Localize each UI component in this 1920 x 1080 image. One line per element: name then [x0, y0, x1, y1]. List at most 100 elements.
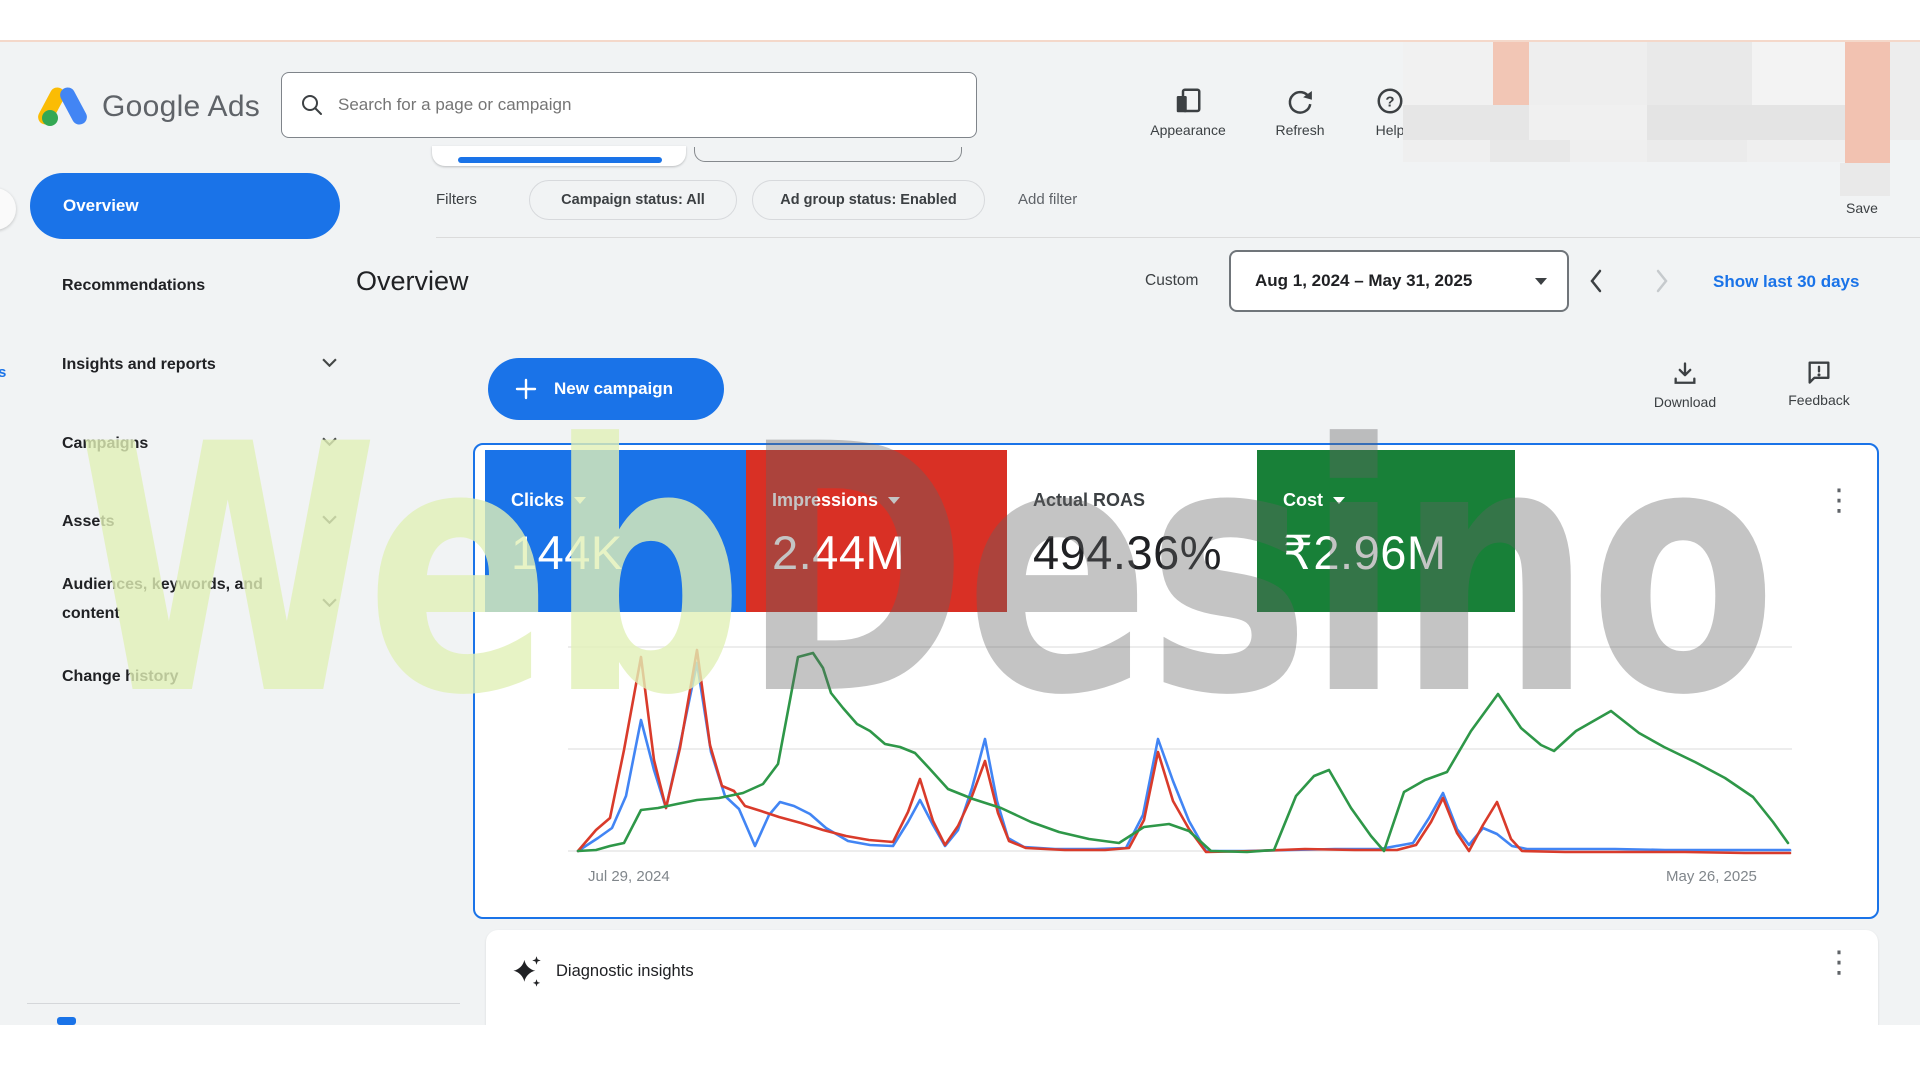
search-input[interactable] [336, 94, 900, 116]
caret-down-icon [574, 497, 587, 504]
add-filter-button[interactable]: Add filter [1018, 191, 1078, 208]
brand-name: Google Ads [102, 90, 261, 123]
redaction-block [1403, 140, 1845, 162]
sidebar-item-recommendations[interactable]: Recommendations [62, 277, 205, 295]
sparkle-icon [512, 955, 544, 989]
insights-title: Diagnostic insights [556, 962, 694, 980]
feedback-button[interactable]: Feedback [1774, 358, 1864, 408]
refresh-label: Refresh [1275, 122, 1325, 138]
redaction-block [1490, 140, 1570, 162]
help-label: Help [1375, 122, 1405, 138]
x-axis-end-label: May 26, 2025 [1666, 868, 1757, 885]
scorecard-cost[interactable]: Cost ₹2.96M [1257, 450, 1515, 612]
sidebar-item-label: Insights and reports [62, 356, 216, 373]
feedback-label: Feedback [1788, 392, 1850, 408]
feedback-icon [1774, 358, 1864, 386]
next-range-button[interactable] [1654, 268, 1670, 294]
page-title: Overview [356, 266, 469, 296]
scorecard-value: 144K [511, 526, 623, 579]
appearance-icon [1133, 86, 1243, 116]
help-button[interactable]: ? Help [1335, 86, 1445, 138]
download-button[interactable]: Download [1640, 360, 1730, 410]
redaction-block [1403, 105, 1529, 140]
global-search[interactable] [281, 72, 977, 138]
edge-circle-artifact [0, 188, 16, 230]
scorecard-value: ₹2.96M [1283, 526, 1447, 579]
help-icon: ? [1335, 86, 1445, 116]
sidebar-item-label: Campaigns [62, 435, 149, 452]
sidebar-item-label: Overview [63, 196, 139, 215]
scorecard-value: 2.44M [772, 526, 906, 579]
chevron-down-icon[interactable] [322, 437, 337, 446]
logo-blue-bar [57, 84, 90, 128]
show-last-30-days-link[interactable]: Show last 30 days [1713, 272, 1860, 291]
x-axis-start-label: Jul 29, 2024 [588, 868, 670, 885]
chevron-down-icon[interactable] [322, 598, 337, 607]
insights-menu-button[interactable]: ⋮ [1824, 945, 1854, 980]
logo-green-dot [42, 110, 58, 126]
tab-remnant-active[interactable] [432, 146, 686, 166]
trend-line-cost [576, 651, 1790, 854]
date-range-selector[interactable]: Aug 1, 2024 – May 31, 2025 [1229, 250, 1569, 312]
svg-text:?: ? [1385, 94, 1394, 111]
diagnostic-insights-card: Diagnostic insights ⋮ [486, 930, 1878, 1025]
redaction-block [1493, 42, 1529, 105]
scorecard-clicks[interactable]: Clicks 144K [485, 450, 746, 612]
performance-trend-chart [568, 646, 1792, 855]
redaction-block [1403, 42, 1493, 105]
edge-blue-artifact [57, 1017, 76, 1025]
appearance-button[interactable]: Appearance [1133, 86, 1243, 138]
scorecard-label: Clicks [511, 490, 565, 510]
refresh-button[interactable]: Refresh [1245, 86, 1355, 138]
trend-line-impressions [576, 648, 1792, 855]
caret-down-icon [888, 497, 901, 504]
filter-chip-ad-group-status[interactable]: Ad group status: Enabled [752, 180, 985, 220]
redaction-block [1529, 105, 1647, 140]
sidebar-item-insights-and-reports[interactable]: Insights and reports [62, 356, 216, 374]
redaction-block [1647, 42, 1752, 105]
redaction-block [1845, 42, 1890, 163]
tab-remnant-inactive[interactable] [694, 147, 962, 162]
range-mode-label: Custom [1145, 272, 1199, 289]
filter-chip-campaign-status[interactable]: Campaign status: All [529, 180, 737, 220]
scorecard-impressions[interactable]: Impressions 2.44M [746, 450, 1007, 612]
sidebar-item-audiences-keywords-content[interactable]: Audiences, keywords, and content [62, 570, 290, 628]
redaction-block [1647, 140, 1747, 162]
sidebar-item-assets[interactable]: Assets [62, 513, 114, 531]
new-campaign-label: New campaign [554, 379, 674, 398]
bottom-band [0, 1025, 1920, 1080]
redaction-block [1890, 42, 1920, 140]
edge-text-fragment: s [0, 364, 7, 381]
download-icon [1640, 360, 1730, 388]
scorecard-label: Cost [1283, 490, 1323, 510]
search-icon [300, 93, 324, 117]
sidebar-item-label: Audiences, keywords, and content [62, 576, 263, 622]
sidebar-item-change-history[interactable]: Change history [62, 668, 178, 686]
save-label: Save [1846, 200, 1878, 216]
refresh-icon [1245, 86, 1355, 116]
chart-card-menu-button[interactable]: ⋮ [1824, 483, 1854, 518]
filters-label: Filters [436, 191, 477, 208]
plus-icon [514, 377, 538, 401]
sidebar-item-label: Change history [62, 668, 179, 685]
scorecard-actual-roas[interactable]: Actual ROAS 494.36% [1007, 450, 1257, 612]
appearance-label: Appearance [1150, 122, 1226, 138]
new-campaign-button[interactable]: New campaign [488, 358, 724, 420]
caret-down-icon [1535, 277, 1547, 285]
sidebar-item-overview[interactable]: Overview [30, 173, 340, 239]
redaction-block [1647, 105, 1845, 140]
chevron-down-icon[interactable] [322, 358, 337, 367]
filter-divider [436, 237, 1920, 238]
google-ads-logo [35, 84, 90, 128]
top-band [0, 0, 1920, 42]
date-range-value: Aug 1, 2024 – May 31, 2025 [1255, 271, 1473, 290]
scorecard-label: Actual ROAS [1033, 490, 1146, 510]
previous-range-button[interactable] [1588, 268, 1604, 294]
scorecard-value: 494.36% [1033, 526, 1223, 579]
caret-down-icon [1333, 497, 1345, 504]
sidebar-item-label: Assets [62, 513, 115, 530]
redaction-block [1752, 42, 1845, 105]
chevron-down-icon[interactable] [322, 515, 337, 524]
sidebar-item-campaigns[interactable]: Campaigns [62, 435, 148, 453]
